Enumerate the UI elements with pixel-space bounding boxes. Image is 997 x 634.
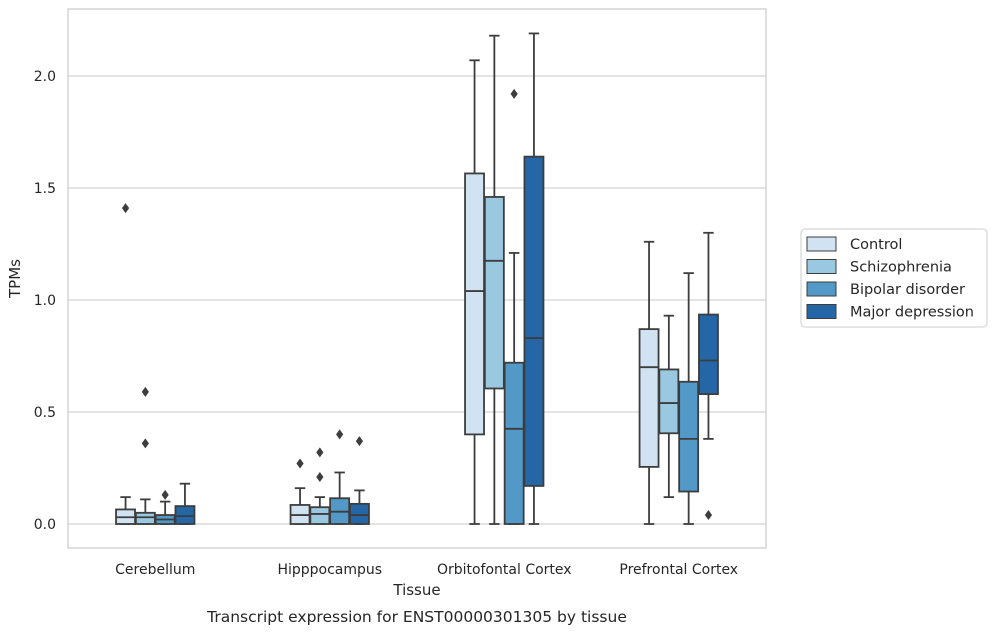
box [309,447,331,525]
legend: Control Schizophrenia Bipolar disorder Majo… [800,228,988,328]
box [289,458,311,525]
box-body [464,172,485,436]
x-tick-label: Orbitofontal Cortex [437,562,572,578]
legend-label: Major depression [850,305,974,321]
box-series [115,32,719,525]
y-tick-label: 2.0 [34,69,56,85]
box-body [678,380,700,493]
series-schizophrenia [134,34,680,525]
box-body [523,155,545,487]
box [464,59,485,525]
y-tick-label: 0.0 [34,517,56,533]
box-body [503,361,525,525]
box-body [698,313,719,395]
box [329,429,351,525]
series-control [115,59,660,525]
chart-caption: Transcript expression for ENST0000030130… [206,608,627,626]
y-tick-label: 0.5 [34,405,56,421]
box [349,436,370,525]
outlier-marker [355,436,364,447]
outlier-marker [296,458,304,469]
legend-label: Control [850,237,902,253]
outlier-marker [316,471,324,482]
box-body [134,511,156,525]
y-axis-ticks: 0.0 0.5 1.0 1.5 2.0 [34,69,56,533]
box [483,34,505,525]
outlier-marker [704,510,713,521]
outlier-marker [336,429,344,440]
legend-item: Schizophrenia [806,259,952,276]
box [658,314,680,499]
x-tick-label: Hipppocampus [277,562,382,578]
box-body [483,196,505,390]
box [638,240,660,525]
legend-swatch [806,304,837,319]
box-body [349,502,370,525]
box [174,482,196,525]
box [523,32,545,525]
legend-label: Schizophrenia [850,260,952,276]
y-tick-label: 1.5 [34,181,56,197]
box-body [174,505,196,525]
outlier-marker [141,386,149,397]
series-major-depression [174,32,719,525]
outlier-marker [121,203,130,214]
legend-swatch [806,236,837,252]
box [503,88,525,525]
legend-swatch [806,281,837,297]
legend-item: Control [806,236,902,253]
x-tick-label: Prefrontal Cortex [619,562,738,578]
legend-frame [800,228,988,328]
x-tick-label: Cerebellum [115,562,195,578]
outlier-marker [510,88,518,99]
y-tick-label: 1.0 [34,293,56,309]
box-body [658,368,680,435]
x-axis-ticks: Cerebellum Hipppocampus Orbitofontal Corte… [115,562,738,578]
box [698,231,719,521]
y-axis-label: TPMs [6,259,24,299]
legend-item: Major depression [806,304,974,321]
outlier-marker [161,489,169,500]
series-bipolar-disorder [154,88,700,525]
legend-label: Bipolar disorder [850,282,965,298]
box [678,272,700,525]
box [115,203,136,525]
legend-item: Bipolar disorder [806,281,965,298]
legend-swatch [806,259,837,274]
outlier-marker [316,447,324,458]
x-axis-label: Tissue [392,581,440,599]
box-body [638,328,660,468]
outlier-marker [141,438,149,449]
gridlines [68,75,766,525]
box [154,489,176,525]
plot-area-frame [67,8,767,549]
box-body [309,506,331,525]
box [134,386,156,525]
